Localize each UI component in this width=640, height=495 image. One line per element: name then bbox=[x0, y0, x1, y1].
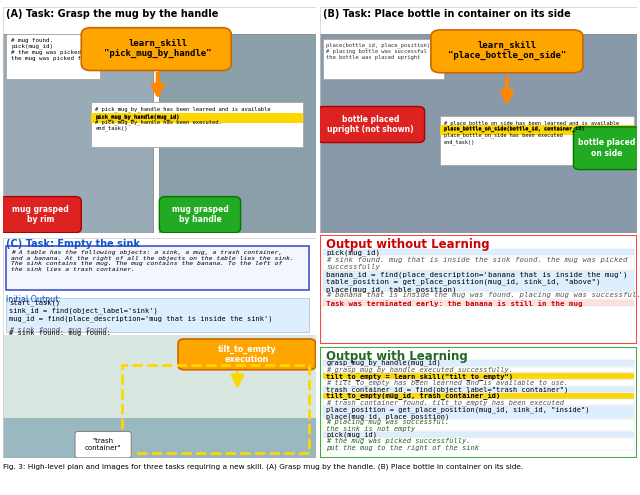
Text: place_position = get_place_position(mug_id, sink_id, "inside")
place(mug_id, pla: place_position = get_place_position(mug_… bbox=[326, 406, 590, 420]
Text: # sink found. mug that is inside the sink found. the mug was picked
successfully: # sink found. mug that is inside the sin… bbox=[326, 257, 628, 270]
FancyBboxPatch shape bbox=[323, 39, 444, 80]
FancyBboxPatch shape bbox=[323, 373, 634, 379]
Text: learn_skill
"place_bottle_on_side": learn_skill "place_bottle_on_side" bbox=[448, 41, 566, 60]
Text: mug grasped
by rim: mug grasped by rim bbox=[12, 205, 69, 224]
FancyBboxPatch shape bbox=[323, 292, 634, 298]
Text: "trash
container": "trash container" bbox=[85, 438, 122, 451]
FancyBboxPatch shape bbox=[317, 106, 424, 143]
Text: pick(mug_id): pick(mug_id) bbox=[326, 432, 378, 438]
FancyBboxPatch shape bbox=[323, 271, 634, 291]
Text: start_task()
sink_id = find(object_label='sink')
mug_id = find(place_description: start_task() sink_id = find(object_label… bbox=[10, 299, 273, 336]
Text: Task was terminated early: the banana is still in the mug: Task was terminated early: the banana is… bbox=[326, 300, 583, 307]
Text: place(bottle_id, place_position)
# placing bottle was successful
the bottle was : place(bottle_id, place_position) # placi… bbox=[326, 43, 430, 59]
Text: bottle placed
on side: bottle placed on side bbox=[578, 139, 636, 158]
FancyBboxPatch shape bbox=[6, 298, 309, 332]
Text: tilt_to_empty
execution: tilt_to_empty execution bbox=[218, 345, 276, 364]
FancyBboxPatch shape bbox=[323, 432, 634, 438]
FancyBboxPatch shape bbox=[6, 247, 309, 291]
FancyBboxPatch shape bbox=[573, 127, 640, 170]
FancyBboxPatch shape bbox=[323, 419, 634, 431]
Text: pick_mug_by_handle(mug_id): pick_mug_by_handle(mug_id) bbox=[95, 114, 180, 120]
FancyBboxPatch shape bbox=[75, 432, 131, 458]
FancyBboxPatch shape bbox=[159, 35, 316, 233]
Text: # trash container found. tilt_to_empty has been executed: # trash container found. tilt_to_empty h… bbox=[326, 399, 564, 406]
Text: place_bottle_on_side(bottle_id, container_id): place_bottle_on_side(bottle_id, containe… bbox=[444, 125, 584, 131]
Text: (C) Task: Empty the sink: (C) Task: Empty the sink bbox=[6, 239, 140, 248]
Text: # tilt_to_empty has been learned and is available to use.: # tilt_to_empty has been learned and is … bbox=[326, 380, 568, 387]
FancyBboxPatch shape bbox=[81, 28, 231, 70]
Text: learn_skill
"pick_mug_by_handle": learn_skill "pick_mug_by_handle" bbox=[104, 39, 212, 58]
FancyBboxPatch shape bbox=[323, 360, 634, 366]
Text: # sink found. mug found.: # sink found. mug found. bbox=[10, 327, 111, 333]
FancyBboxPatch shape bbox=[323, 249, 634, 255]
Text: # place_bottle_on_side has been learned and is available
place_bottle_on_side(bo: # place_bottle_on_side has been learned … bbox=[444, 120, 618, 145]
Text: pick(mug_id): pick(mug_id) bbox=[326, 249, 380, 256]
FancyBboxPatch shape bbox=[3, 418, 316, 458]
Text: (B) Task: Place bottle in container on its side: (B) Task: Place bottle in container on i… bbox=[323, 8, 571, 18]
Text: bottle placed
upright (not shown): bottle placed upright (not shown) bbox=[328, 115, 414, 134]
FancyBboxPatch shape bbox=[323, 366, 634, 372]
Text: (A) Task: Grasp the mug by the handle: (A) Task: Grasp the mug by the handle bbox=[6, 8, 219, 18]
Text: Output without Learning: Output without Learning bbox=[326, 239, 490, 251]
FancyBboxPatch shape bbox=[3, 35, 153, 233]
Text: # banana that is inside the mug was found. placing mug was successful.: # banana that is inside the mug was foun… bbox=[326, 292, 640, 298]
FancyBboxPatch shape bbox=[440, 125, 634, 135]
FancyBboxPatch shape bbox=[323, 300, 634, 306]
Text: # the mug was picked successfully.
put the mug to the right of the sink: # the mug was picked successfully. put t… bbox=[326, 438, 479, 451]
FancyBboxPatch shape bbox=[440, 115, 634, 165]
Text: Initial Output:: Initial Output: bbox=[6, 295, 61, 304]
FancyBboxPatch shape bbox=[323, 393, 634, 398]
FancyBboxPatch shape bbox=[320, 35, 637, 233]
FancyBboxPatch shape bbox=[3, 335, 316, 418]
Text: # pick_mug_by_handle has been learned and is available
pick_mug_by_handle(mug_id: # pick_mug_by_handle has been learned an… bbox=[95, 106, 271, 131]
FancyBboxPatch shape bbox=[323, 439, 634, 450]
Text: trash_container_id = find(object_label="trash container"): trash_container_id = find(object_label="… bbox=[326, 387, 568, 393]
Text: # placing mug was successful.
the sink is not empty: # placing mug was successful. the sink i… bbox=[326, 419, 449, 432]
Text: # grasp_mug_by_handle executed successfully.: # grasp_mug_by_handle executed successfu… bbox=[326, 366, 513, 373]
FancyBboxPatch shape bbox=[0, 197, 81, 233]
FancyBboxPatch shape bbox=[431, 30, 583, 73]
Text: tilt_to_empty = learn_skill("tilt_to_empty"): tilt_to_empty = learn_skill("tilt_to_emp… bbox=[326, 373, 513, 381]
FancyBboxPatch shape bbox=[91, 112, 303, 123]
Text: mug grasped
by handle: mug grasped by handle bbox=[172, 205, 228, 224]
Text: Output with Learning: Output with Learning bbox=[326, 350, 468, 363]
FancyBboxPatch shape bbox=[323, 387, 634, 393]
Text: Fig. 3: High-level plan and images for three tasks requiring a new skill. (A) Gr: Fig. 3: High-level plan and images for t… bbox=[3, 464, 524, 470]
FancyBboxPatch shape bbox=[323, 380, 634, 386]
Text: banana_id = find(place_description='banana that is inside the mug')
table_positi: banana_id = find(place_description='bana… bbox=[326, 271, 628, 293]
Text: grasp_mug_by_handle(mug_id): grasp_mug_by_handle(mug_id) bbox=[326, 360, 441, 366]
FancyBboxPatch shape bbox=[323, 257, 634, 270]
FancyBboxPatch shape bbox=[323, 406, 634, 418]
FancyBboxPatch shape bbox=[323, 399, 634, 405]
FancyBboxPatch shape bbox=[178, 339, 316, 370]
FancyBboxPatch shape bbox=[3, 335, 316, 458]
FancyBboxPatch shape bbox=[91, 102, 303, 147]
Text: # A table has the following objects: a sink, a mug, a trash container,
and a ban: # A table has the following objects: a s… bbox=[11, 249, 294, 272]
FancyBboxPatch shape bbox=[6, 35, 100, 80]
FancyBboxPatch shape bbox=[159, 197, 241, 233]
Text: tilt_to_empty(mug_id, trash_container_id): tilt_to_empty(mug_id, trash_container_id… bbox=[326, 393, 500, 400]
Text: # mug found.
pick(mug_id)
# the mug was picked successfully.
the mug was picked : # mug found. pick(mug_id) # the mug was … bbox=[11, 38, 130, 61]
